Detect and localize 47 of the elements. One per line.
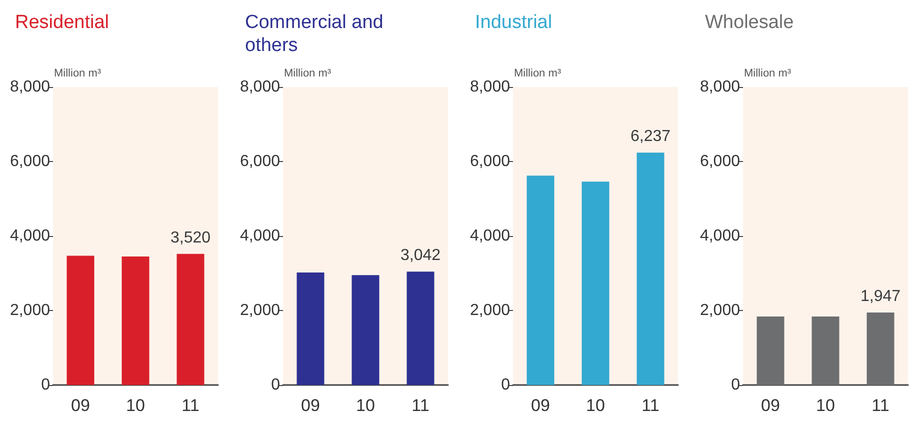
y-tick-label: 0 xyxy=(731,376,740,394)
y-tick-label: 6,000 xyxy=(700,153,740,170)
y-tick-label: 2,000 xyxy=(240,302,280,319)
bar xyxy=(636,152,664,385)
data-label: 6,237 xyxy=(630,128,671,146)
y-tick-label: 2,000 xyxy=(10,302,50,319)
y-tick-label: 0 xyxy=(501,376,510,394)
x-tick-label: 11 xyxy=(642,396,660,415)
y-axis-title: Million m³ xyxy=(744,68,792,80)
y-tick-label: 4,000 xyxy=(470,228,510,244)
x-tick-label: 11 xyxy=(872,396,890,415)
y-axis-title: Million m³ xyxy=(54,68,102,80)
x-tick-label: 09 xyxy=(301,396,320,415)
y-tick-label: 8,000 xyxy=(470,78,510,96)
y-tick-label: 8,000 xyxy=(240,78,280,96)
y-tick-label: 4,000 xyxy=(700,228,740,244)
y-tick-label: 0 xyxy=(271,376,280,394)
x-tick-label: 11 xyxy=(182,396,200,415)
bar xyxy=(582,182,610,385)
data-label: 3,042 xyxy=(400,247,441,264)
y-axis-title: Million m³ xyxy=(514,68,562,80)
y-tick-label: 4,000 xyxy=(10,228,50,244)
y-tick-label: 4,000 xyxy=(240,228,280,244)
x-tick-label: 10 xyxy=(356,396,375,415)
y-tick-label: 2,000 xyxy=(700,302,740,319)
y-tick-label: 8,000 xyxy=(10,78,50,96)
x-tick-label: 10 xyxy=(126,396,145,415)
y-tick-label: 2,000 xyxy=(470,302,510,319)
y-tick-label: 0 xyxy=(41,376,50,394)
x-tick-label: 10 xyxy=(816,396,835,415)
chart-title: Industrial xyxy=(475,12,552,33)
y-tick-label: 6,000 xyxy=(10,153,50,170)
y-tick-label: 8,000 xyxy=(700,78,740,96)
bar xyxy=(526,176,554,385)
x-tick-label: 09 xyxy=(761,396,780,415)
x-tick-label: 10 xyxy=(586,396,605,415)
y-tick-label: 6,000 xyxy=(470,153,510,170)
chart-title: Wholesale xyxy=(705,12,794,33)
y-axis-title: Million m³ xyxy=(284,68,332,80)
x-tick-label: 09 xyxy=(531,396,550,415)
chart-title: Commercial and others xyxy=(245,12,389,56)
y-tick-label: 6,000 xyxy=(240,153,280,170)
x-tick-label: 09 xyxy=(71,396,90,415)
data-label: 1,947 xyxy=(860,288,901,305)
data-label: 3,520 xyxy=(170,229,211,246)
chart-title: Residential xyxy=(15,12,109,33)
x-tick-label: 11 xyxy=(412,396,430,415)
